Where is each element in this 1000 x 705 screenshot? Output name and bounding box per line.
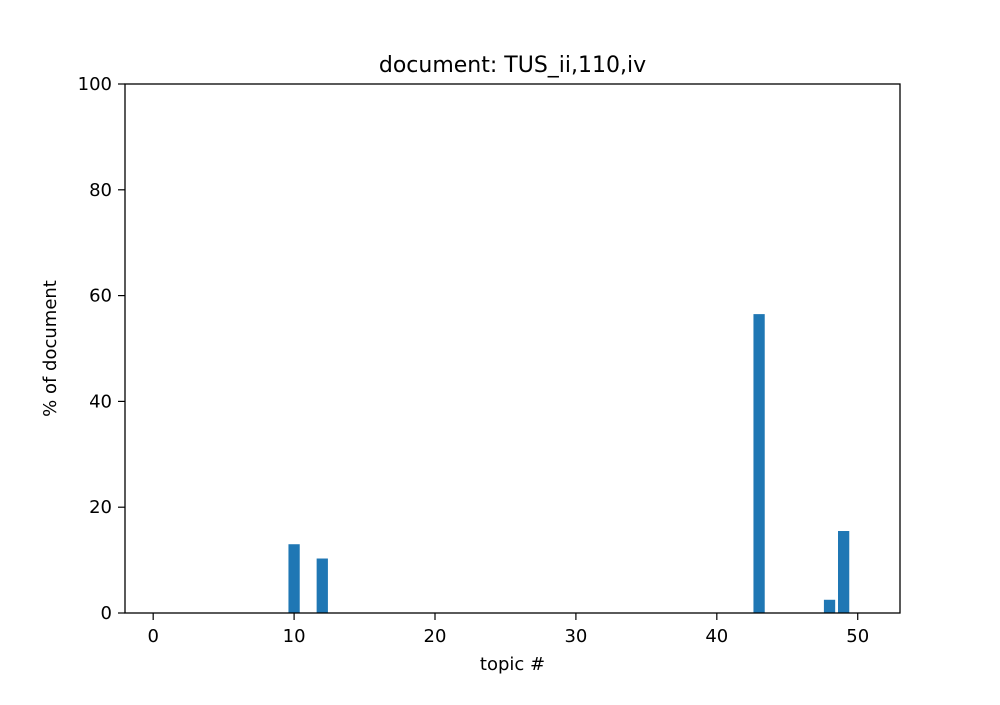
x-tick-label: 10 (283, 626, 306, 647)
x-axis-label: topic # (480, 654, 545, 675)
bar-topic-10 (288, 544, 300, 613)
bar-topic-48 (823, 599, 836, 613)
y-tick-label: 20 (89, 497, 112, 518)
bar-topic-12 (316, 558, 328, 613)
y-tick-label: 80 (89, 180, 112, 201)
plot-area (125, 84, 900, 613)
x-tick-label: 40 (705, 626, 728, 647)
y-tick-label: 100 (78, 74, 112, 95)
bars-group (288, 314, 850, 613)
plot-frame (124, 83, 901, 614)
bar-topic-43 (753, 314, 765, 613)
y-tick-label: 60 (89, 286, 112, 307)
y-tick-label: 0 (101, 603, 112, 624)
x-tick-label: 0 (147, 626, 158, 647)
bar-topic-49 (838, 531, 850, 613)
x-tick-label: 30 (564, 626, 587, 647)
x-tick-label: 20 (424, 626, 447, 647)
x-tick-label: 50 (846, 626, 869, 647)
y-axis-label: % of document (40, 280, 61, 417)
x-axis-ticks: 0 10 20 30 40 50 (147, 613, 869, 647)
y-axis-ticks: 0 20 40 60 80 100 (78, 74, 125, 624)
y-tick-label: 40 (89, 391, 112, 412)
chart-title: document: TUS_ii,110,iv (379, 53, 646, 78)
